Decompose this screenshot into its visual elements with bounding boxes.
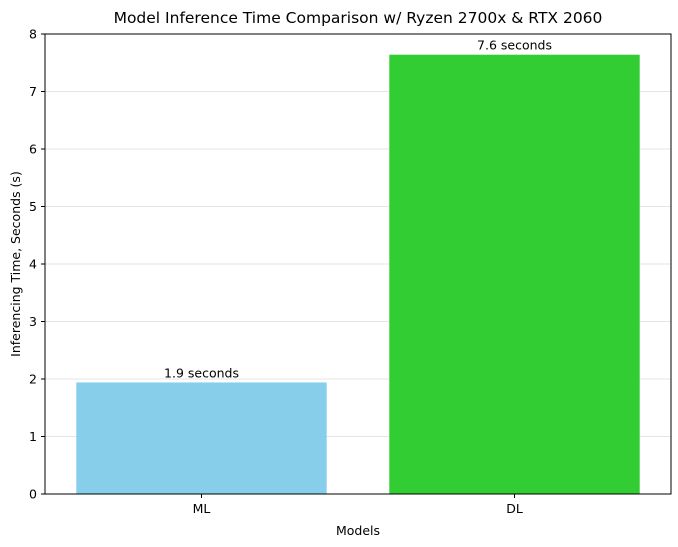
y-grid-lines xyxy=(45,91,671,437)
y-tick-label: 3 xyxy=(29,314,37,329)
y-tick-label: 1 xyxy=(29,429,37,444)
y-axis-label: Inferencing Time, Seconds (s) xyxy=(8,171,23,357)
y-tick-label: 7 xyxy=(29,84,37,99)
y-axis-ticks: 0 1 2 3 4 5 6 7 8 xyxy=(29,27,45,502)
bar-ml xyxy=(76,382,327,494)
x-axis-label: Models xyxy=(336,523,380,538)
y-tick-label: 6 xyxy=(29,142,37,157)
bars xyxy=(76,54,640,494)
data-label-ml: 1.9 seconds xyxy=(164,365,239,380)
y-tick-label: 5 xyxy=(29,199,37,214)
x-tick-label: DL xyxy=(506,501,523,516)
bar-dl xyxy=(389,54,640,494)
x-axis-ticks: ML DL xyxy=(193,494,523,516)
data-labels: 1.9 seconds 7.6 seconds xyxy=(164,38,552,381)
y-tick-label: 4 xyxy=(29,257,37,272)
data-label-dl: 7.6 seconds xyxy=(477,38,552,53)
chart-title: Model Inference Time Comparison w/ Ryzen… xyxy=(114,9,603,27)
y-tick-label: 2 xyxy=(29,372,37,387)
y-tick-label: 8 xyxy=(29,27,37,42)
x-tick-label: ML xyxy=(193,501,211,516)
y-tick-label: 0 xyxy=(29,487,37,502)
